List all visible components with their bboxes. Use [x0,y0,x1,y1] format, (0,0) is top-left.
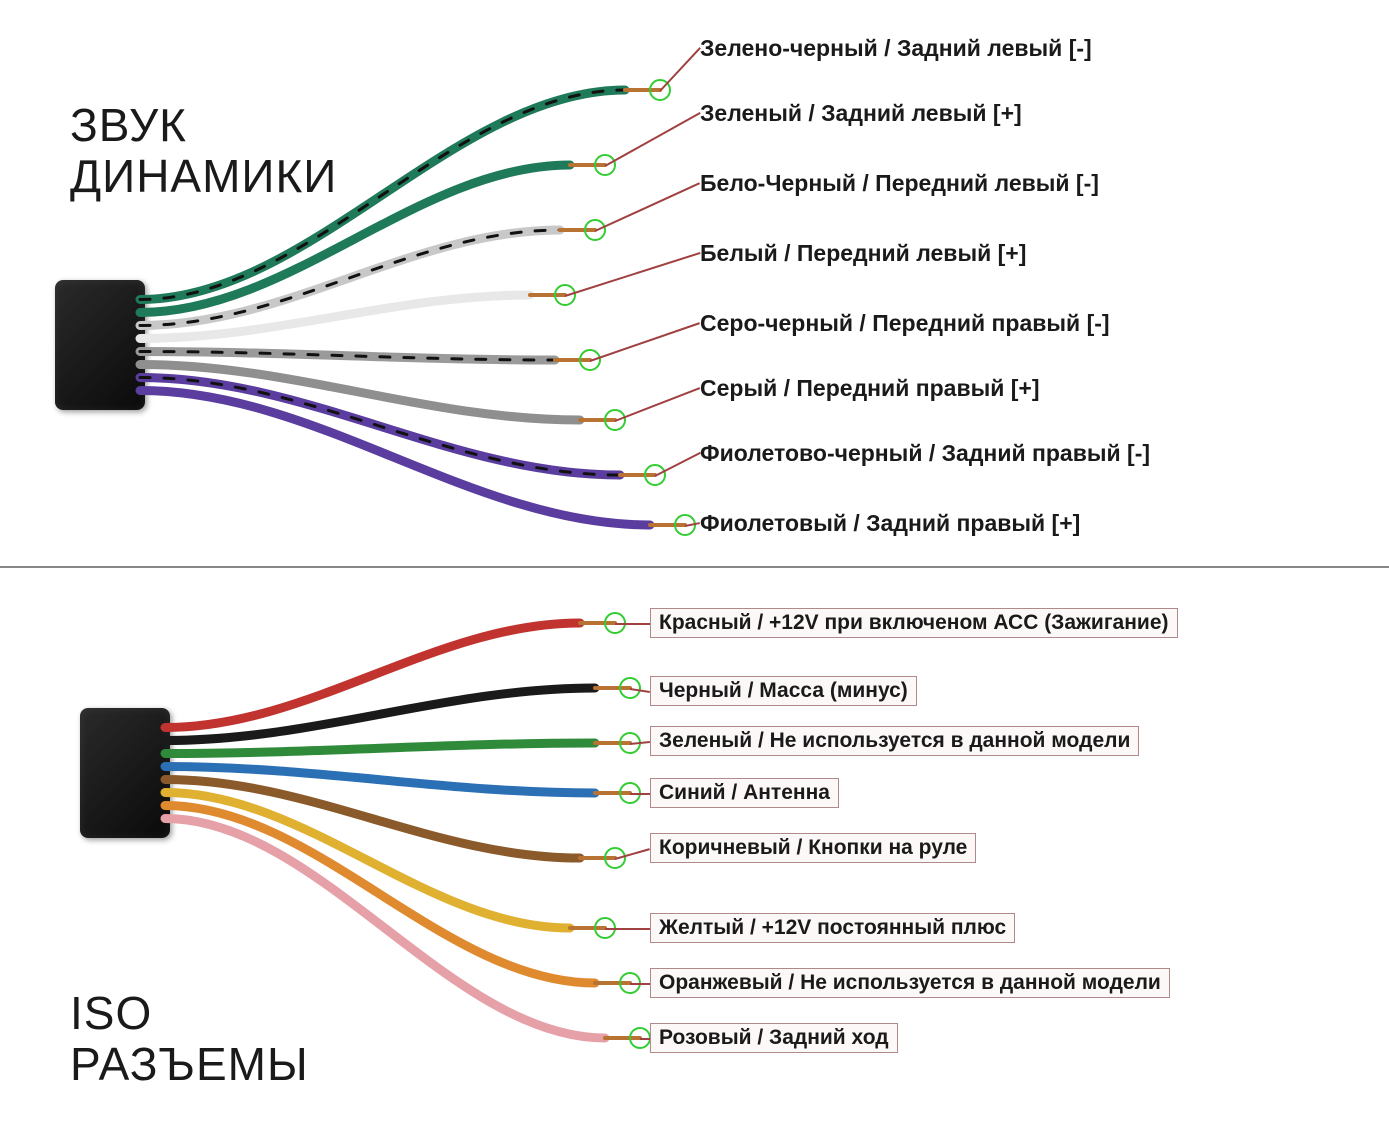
section-title-iso: ISO РАЗЪЕМЫ [70,988,309,1089]
wire [140,230,560,326]
leader-line [640,1038,650,1040]
wire [140,391,650,526]
section-title-sound: ЗВУК ДИНАМИКИ [70,100,337,201]
wire [165,743,595,754]
wire-label: Синий / Антенна [650,778,839,808]
wire-label: Белый / Передний левый [+] [700,240,1026,267]
wire [165,688,595,741]
leader-line [605,112,701,167]
title-line1: ISO [70,988,309,1039]
wire-label: Зеленый / Задний левый [+] [700,100,1022,127]
section-sound: ЗВУК ДИНАМИКИ Зелено-черный / Задний лев… [0,0,1389,566]
wire-label: Серый / Передний правый [+] [700,375,1040,402]
wire [140,295,530,339]
leader-line [630,793,650,795]
wire [140,365,580,421]
wire-label: Зелено-черный / Задний левый [-] [700,35,1092,62]
wire-label: Коричневый / Кнопки на руле [650,833,976,863]
wire [165,806,595,984]
wire-label: Фиолетовый / Задний правый [+] [700,510,1080,537]
title-line2: ДИНАМИКИ [70,151,337,202]
leader-line [615,623,650,625]
wire-label: Желтый / +12V постоянный плюс [650,913,1015,943]
wire [165,793,570,929]
leader-line [615,387,701,422]
wire-label: Фиолетово-черный / Задний правый [-] [700,440,1150,467]
leader-line [565,252,701,297]
leader-line [605,928,650,930]
wire [165,623,580,728]
wire [140,378,620,476]
leader-line [590,322,701,362]
wire [140,352,555,361]
wire-label: Красный / +12V при включеном АСС (Зажига… [650,608,1178,638]
leader-line [655,452,701,477]
connector-top [55,280,145,410]
wire-label: Бело-Черный / Передний левый [-] [700,170,1099,197]
wire [165,767,595,794]
leader-line [659,47,700,91]
title-line2: РАЗЪЕМЫ [70,1039,309,1090]
wire-stripe [140,378,620,476]
connector-bottom [80,708,170,838]
wire-stripe [140,230,560,326]
wires-svg-top [0,0,1389,566]
wire-label: Серо-черный / Передний правый [-] [700,310,1110,337]
wire-stripe [140,352,555,361]
wire-label: Розовый / Задний ход [650,1023,898,1053]
wire-label: Оранжевый / Не используется в данной мод… [650,968,1170,998]
leader-line [630,983,650,985]
title-line1: ЗВУК [70,100,337,151]
leader-line [595,182,701,232]
wire-label: Зеленый / Не используется в данной модел… [650,726,1139,756]
section-iso: ISO РАЗЪЕМЫ Красный / +12V при включеном… [0,566,1389,1132]
wire [165,780,580,859]
wire-label: Черный / Масса (минус) [650,676,917,706]
